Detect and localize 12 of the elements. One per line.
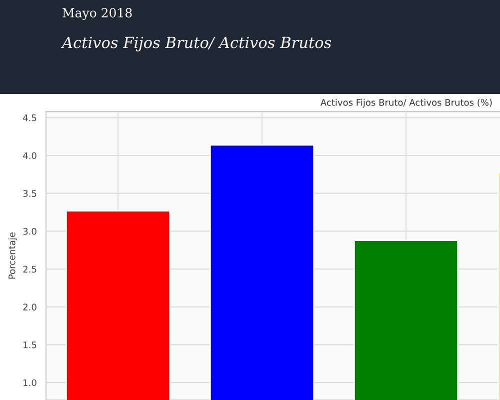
y-tick-label: 1.5: [24, 342, 36, 348]
y-tick-label: 1.0: [24, 379, 36, 386]
y-tick-label: 3.5: [23, 190, 36, 197]
y-tick-label: 2.0: [23, 304, 36, 310]
chart-title: Activos Fijos Bruto/ Activos Brutos (%): [320, 98, 492, 108]
y-tick-label: 4.0: [23, 152, 36, 160]
text: Mayo 2018: [62, 8, 132, 20]
text: Activos Fijos Bruto/ Activos Brutos: [60, 36, 332, 52]
y-axis-title: Porcentaje: [8, 232, 18, 279]
y-tick-label: 4.5: [23, 114, 36, 122]
y-tick-label: 2.5: [23, 266, 36, 273]
y-tick-label: 3.0: [23, 228, 36, 235]
